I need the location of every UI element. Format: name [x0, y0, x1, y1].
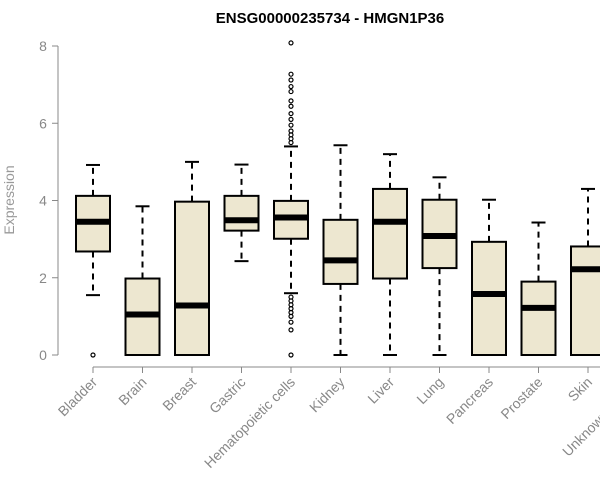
box-bladder — [75, 163, 111, 358]
iqr-box — [471, 240, 507, 356]
iqr-box — [223, 194, 260, 232]
outlier-point — [288, 110, 294, 117]
x-tick-label: Breast — [159, 374, 199, 414]
box-prostate — [520, 221, 557, 356]
box-kidney — [322, 144, 359, 356]
box-skin — [570, 187, 600, 356]
y-tick-label: 4 — [39, 193, 47, 209]
outlier-point — [288, 103, 294, 109]
outlier-point — [288, 71, 294, 77]
iqr-box — [322, 218, 359, 285]
box-pancreas — [471, 198, 507, 356]
box-brain — [124, 205, 161, 356]
outlier-point — [288, 88, 294, 95]
boxes-group — [75, 40, 600, 358]
y-tick-label: 2 — [39, 270, 47, 286]
outlier-point — [288, 139, 294, 146]
y-tick-label: 0 — [39, 347, 47, 363]
x-tick-label: Bladder — [55, 374, 101, 420]
x-tick-label: Kidney — [306, 374, 348, 416]
y-axis-label: Expression — [1, 165, 17, 234]
outlier-point — [288, 313, 294, 319]
iqr-box — [174, 200, 210, 356]
x-tick-label: Gastric — [206, 374, 249, 417]
x-tick-label: Lung — [413, 374, 446, 407]
y-axis: 0 2 4 6 8 — [39, 38, 59, 363]
box-breast — [174, 160, 210, 356]
outlier-point — [288, 83, 294, 90]
box-gastric — [223, 163, 260, 263]
outlier-point — [288, 98, 294, 104]
y-tick-label: 6 — [39, 115, 47, 131]
x-tick-label: Prostate — [497, 374, 545, 422]
chart-title: ENSG00000235734 - HMGN1P36 — [216, 10, 444, 27]
box-hematopoietic-cells — [273, 40, 309, 358]
outlier-point — [288, 77, 294, 83]
x-tick-label: Hematopoietic cells — [201, 374, 298, 471]
x-tick-label: Pancreas — [443, 374, 496, 427]
iqr-box — [520, 280, 557, 356]
y-tick-label: 8 — [39, 38, 47, 54]
box-liver — [372, 153, 408, 356]
outlier-point — [288, 327, 294, 333]
outlier-point — [288, 352, 294, 358]
outlier-point — [90, 352, 96, 358]
x-tick-label: Skin — [565, 374, 596, 405]
x-tick-label: Brain — [115, 374, 149, 408]
box-lung — [421, 176, 458, 356]
outlier-point — [288, 122, 294, 128]
iqr-box — [570, 245, 600, 356]
iqr-box — [372, 187, 408, 280]
outlier-point — [288, 116, 294, 122]
outlier-point — [288, 319, 294, 325]
outlier-point — [288, 40, 294, 46]
x-tick-label: Liver — [364, 374, 397, 407]
